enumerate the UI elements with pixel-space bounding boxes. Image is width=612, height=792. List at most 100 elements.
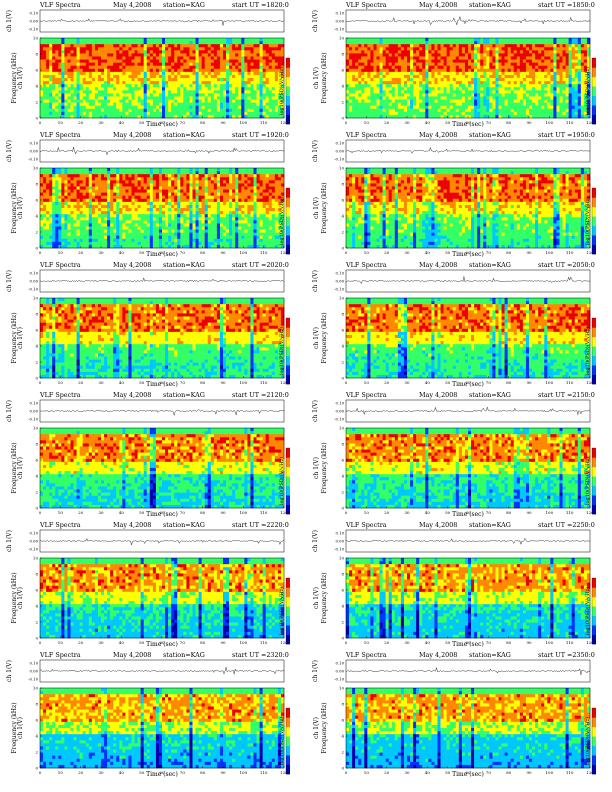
panel-date: May 4,2008 (113, 652, 151, 659)
spectrogram-heatmap (40, 558, 285, 639)
channel-axis-label: ch 1(V) (6, 400, 13, 422)
frequency-tick-label: 4 (35, 604, 38, 609)
spectrogram-heatmap (40, 38, 285, 119)
channel-tick-label: 0.10 (30, 531, 39, 536)
frequency-tick-label: 2 (35, 750, 38, 755)
panel-start: start UT =2020:0 (232, 262, 289, 269)
time-tick-label: 110 (260, 250, 268, 255)
panel-date: May 4,2008 (419, 132, 457, 139)
time-tick-label: 80 (200, 120, 206, 125)
time-tick-label: 50 (139, 380, 145, 385)
colorbar-label: log10(PSD)(V/√Hz) (584, 587, 591, 635)
time-tick-label: 50 (139, 770, 145, 775)
time-tick-label: 70 (486, 510, 492, 515)
channel-trace-frame (345, 269, 591, 293)
time-tick-label: 20 (384, 640, 390, 645)
time-tick-label: 110 (260, 770, 268, 775)
time-tick-label: 50 (445, 770, 451, 775)
time-tick-label: 0 (39, 510, 42, 515)
frequency-tick-label: 2 (35, 360, 38, 365)
time-tick-label: 90 (526, 770, 532, 775)
spectrogram-heatmap (346, 298, 591, 379)
channel-tick-label: 0.00 (336, 409, 345, 414)
channel-trace-line (345, 666, 591, 675)
time-tick-label: 110 (566, 510, 574, 515)
frequency-tick-label: 4 (341, 474, 344, 479)
channel-tick-label: -0.10 (28, 547, 38, 552)
time-tick-label: 40 (119, 510, 125, 515)
colorbar (285, 577, 290, 645)
time-tick-label: 90 (220, 120, 226, 125)
time-tick-label: 20 (384, 250, 390, 255)
channel-tick-label: -0.10 (334, 547, 344, 552)
channel-trace-line (39, 18, 285, 26)
channel-tick-label: -0.10 (28, 27, 38, 32)
time-tick-label: 90 (220, 510, 226, 515)
time-tick-label: 110 (566, 640, 574, 645)
panel-date: May 4,2008 (113, 522, 151, 529)
channel-tick-label: -0.10 (28, 287, 38, 292)
frequency-tick-label: 6 (341, 68, 344, 73)
panel-station: station=KAG (469, 2, 511, 9)
channel-name-label: ch 1(V) (313, 67, 320, 89)
time-axis-label: Time (sec) (146, 771, 178, 778)
time-tick-label: 10 (364, 120, 370, 125)
channel-name-label: ch 1(V) (313, 327, 320, 349)
frequency-axis-label: Frequency (kHz) (11, 442, 18, 493)
channel-axis-label: ch 1(V) (312, 140, 319, 162)
panel-title: VLF Spectra (40, 132, 81, 139)
frequency-tick-label: 2 (35, 230, 38, 235)
panel-date: May 4,2008 (113, 2, 151, 9)
time-tick-label: 90 (220, 380, 226, 385)
frequency-tick-label: 0 (341, 376, 344, 381)
channel-tick-label: -0.10 (334, 157, 344, 162)
colorbar (591, 57, 596, 125)
time-tick-label: 60 (465, 640, 471, 645)
frequency-tick-label: 0 (35, 246, 38, 251)
frequency-tick-label: 8 (341, 702, 344, 707)
time-tick-label: 60 (159, 250, 165, 255)
channel-tick-label: 0.10 (30, 271, 39, 276)
time-tick-label: 30 (98, 380, 104, 385)
time-tick-label: 70 (486, 250, 492, 255)
time-tick-label: 30 (404, 120, 410, 125)
time-tick-label: 40 (425, 510, 431, 515)
time-tick-label: 100 (240, 380, 248, 385)
panel-station: station=KAG (163, 392, 205, 399)
frequency-tick-label: 2 (341, 490, 344, 495)
time-tick-label: 20 (78, 380, 84, 385)
channel-tick-label: 0.10 (336, 401, 345, 406)
time-tick-label: 10 (364, 380, 370, 385)
time-tick-label: 40 (119, 250, 125, 255)
panel-station: station=KAG (469, 132, 511, 139)
channel-axis-label: ch 1(V) (312, 10, 319, 32)
panel-start: start UT =2150:0 (538, 392, 595, 399)
frequency-axis-label: Frequency (kHz) (321, 572, 328, 623)
time-tick-label: 30 (404, 640, 410, 645)
time-tick-label: 10 (58, 380, 64, 385)
frequency-tick-label: 0 (35, 636, 38, 641)
time-tick-label: 90 (220, 250, 226, 255)
time-tick-label: 110 (260, 510, 268, 515)
time-tick-label: 80 (506, 770, 512, 775)
panel-station: station=KAG (469, 522, 511, 529)
panel-station: station=KAG (163, 522, 205, 529)
frequency-tick-label: 4 (341, 344, 344, 349)
time-tick-label: 120 (280, 250, 288, 255)
time-tick-label: 10 (58, 640, 64, 645)
frequency-tick-label: 0 (35, 376, 38, 381)
time-tick-label: 40 (425, 120, 431, 125)
channel-tick-label: -0.10 (334, 417, 344, 422)
frequency-tick-label: 6 (35, 68, 38, 73)
channel-axis-label: ch 1(V) (312, 400, 319, 422)
colorbar-label: log10(PSD)(V/√Hz) (278, 717, 285, 765)
frequency-tick-label: 10 (33, 166, 39, 171)
frequency-tick-label: 4 (341, 214, 344, 219)
time-tick-label: 10 (364, 510, 370, 515)
panel-title: VLF Spectra (40, 392, 81, 399)
time-tick-label: 0 (39, 380, 42, 385)
frequency-tick-label: 0 (341, 246, 344, 251)
channel-tick-label: -0.10 (28, 157, 38, 162)
time-tick-label: 20 (384, 120, 390, 125)
